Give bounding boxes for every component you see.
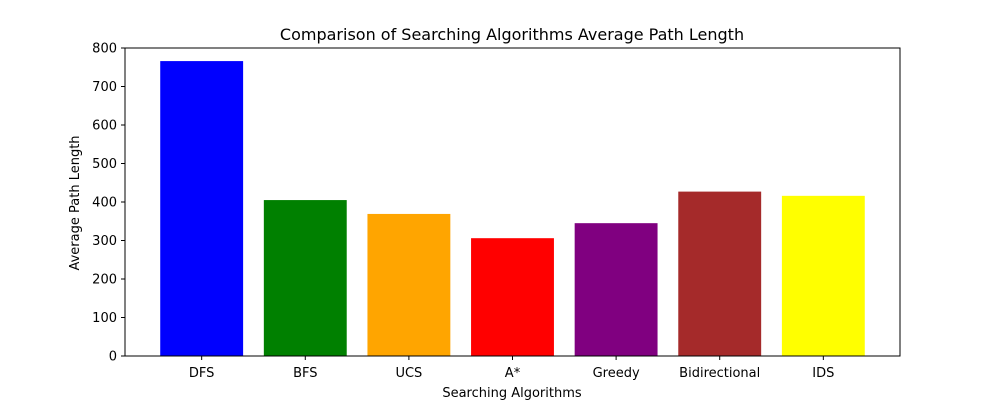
bar-bfs: [263, 200, 347, 356]
x-axis-ticks: DFS BFS UCS A* Greedy Bidirectional IDS: [189, 356, 834, 381]
y-tick-label: 300: [92, 234, 117, 249]
bar-astar: [471, 238, 554, 356]
x-tick-label: UCS: [395, 366, 422, 381]
y-tick-label: 700: [92, 80, 117, 95]
y-tick-label: 500: [92, 157, 117, 172]
y-axis-label: Average Path Length: [68, 135, 83, 270]
chart-title: Comparison of Searching Algorithms Avera…: [280, 25, 744, 44]
y-tick-label: 100: [92, 311, 117, 326]
x-tick-label: IDS: [812, 366, 834, 381]
x-tick-label: Greedy: [593, 366, 640, 381]
y-tick-label: 800: [92, 42, 117, 57]
y-axis-ticks: 0 100 200 300 400 500 600 700 800: [92, 42, 125, 365]
x-tick-label: DFS: [189, 366, 215, 381]
y-tick-label: 400: [92, 196, 117, 211]
bar-greedy: [574, 223, 658, 356]
x-axis-label: Searching Algorithms: [442, 386, 582, 400]
x-tick-label: BFS: [293, 366, 317, 381]
plot-frame: [124, 47, 901, 357]
y-tick-label: 200: [92, 273, 117, 288]
bar-bidirectional: [678, 191, 762, 356]
y-tick-label: 600: [92, 119, 117, 134]
y-tick-label: 0: [109, 350, 117, 365]
bars-group: [160, 61, 865, 357]
bar-ids: [781, 195, 865, 356]
x-tick-label: A*: [505, 366, 521, 381]
bar-ucs: [367, 213, 451, 356]
bar-dfs: [160, 61, 244, 357]
x-tick-label: Bidirectional: [679, 366, 760, 381]
